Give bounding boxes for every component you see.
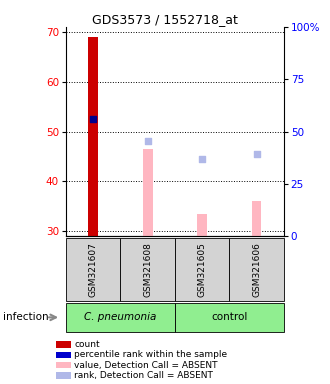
Text: GSM321608: GSM321608 [143, 242, 152, 297]
Text: GSM321605: GSM321605 [198, 242, 207, 297]
Point [145, 138, 150, 144]
Bar [197, 214, 207, 236]
Text: C. pneumonia: C. pneumonia [84, 312, 157, 323]
Text: value, Detection Call = ABSENT: value, Detection Call = ABSENT [74, 361, 218, 370]
Text: GSM321606: GSM321606 [252, 242, 261, 297]
Text: control: control [211, 312, 248, 323]
Point [254, 151, 259, 157]
Bar [143, 149, 152, 236]
Text: GDS3573 / 1552718_at: GDS3573 / 1552718_at [92, 13, 238, 26]
Text: infection: infection [3, 312, 49, 323]
Bar [88, 37, 98, 236]
Point [90, 116, 96, 122]
Text: rank, Detection Call = ABSENT: rank, Detection Call = ABSENT [74, 371, 213, 380]
Point [199, 156, 205, 162]
Text: count: count [74, 340, 100, 349]
Bar [252, 201, 261, 236]
Text: GSM321607: GSM321607 [89, 242, 98, 297]
Text: percentile rank within the sample: percentile rank within the sample [74, 350, 227, 359]
